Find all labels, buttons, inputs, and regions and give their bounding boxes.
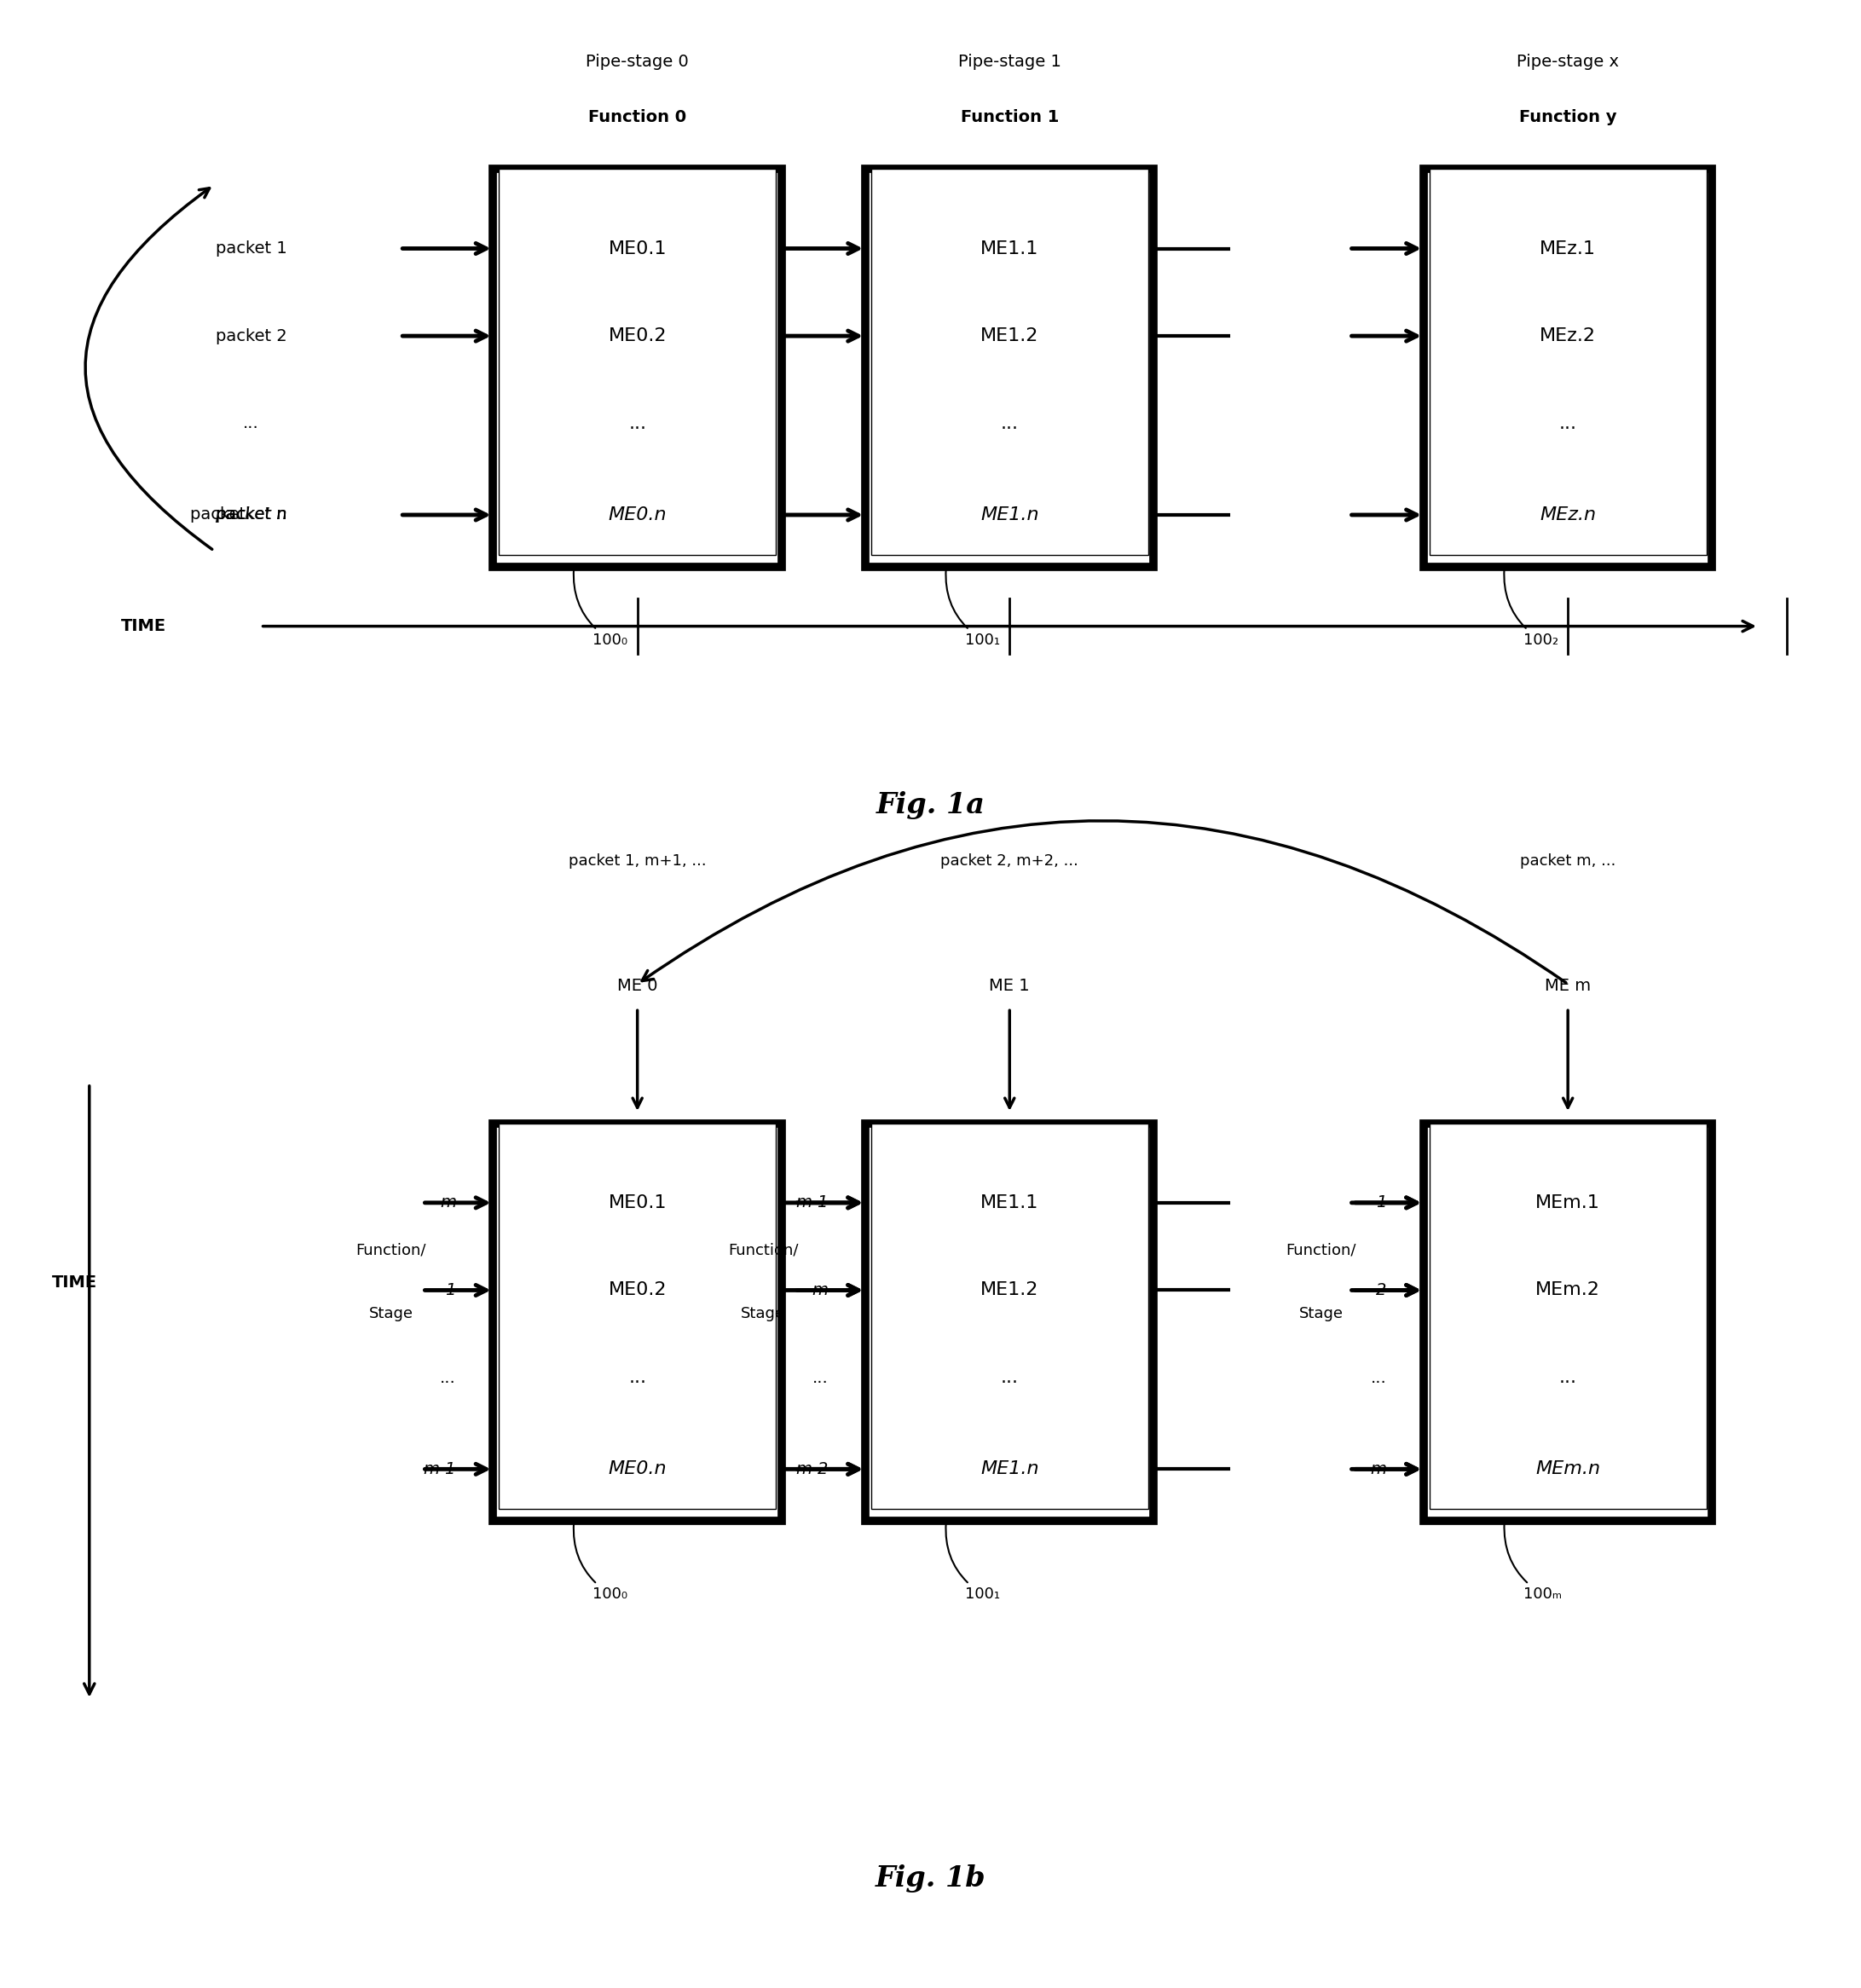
Text: ...: ... bbox=[244, 415, 259, 431]
Bar bbox=[499, 1123, 776, 1509]
Text: ME0.1: ME0.1 bbox=[609, 1195, 666, 1211]
Text: 100ₘ: 100ₘ bbox=[1504, 1523, 1561, 1602]
Bar bbox=[871, 169, 1148, 555]
Text: ...: ... bbox=[1001, 1370, 1018, 1386]
Text: packet n: packet n bbox=[216, 507, 287, 523]
Text: MEz.2: MEz.2 bbox=[1539, 328, 1597, 344]
Text: packet: packet bbox=[190, 507, 251, 523]
Text: MEm.1: MEm.1 bbox=[1535, 1195, 1600, 1211]
Text: packet m, ...: packet m, ... bbox=[1520, 853, 1615, 869]
Text: packet 1, m+1, ...: packet 1, m+1, ... bbox=[568, 853, 707, 869]
Bar bbox=[499, 169, 776, 555]
Text: 100₁: 100₁ bbox=[945, 569, 999, 648]
Bar bbox=[865, 1123, 1154, 1521]
Text: TIME: TIME bbox=[121, 618, 166, 634]
Bar bbox=[493, 169, 782, 567]
Bar bbox=[1424, 169, 1712, 567]
Text: Stage: Stage bbox=[741, 1306, 785, 1322]
Text: ME1.1: ME1.1 bbox=[981, 1195, 1038, 1211]
Text: MEm.n: MEm.n bbox=[1535, 1461, 1600, 1477]
Text: 1: 1 bbox=[1375, 1195, 1386, 1211]
Bar bbox=[871, 1123, 1148, 1509]
Text: MEz.n: MEz.n bbox=[1539, 507, 1597, 523]
Text: ...: ... bbox=[1560, 415, 1576, 431]
Text: Function 1: Function 1 bbox=[960, 109, 1059, 125]
Text: m-1: m-1 bbox=[422, 1461, 456, 1477]
Text: ...: ... bbox=[811, 1370, 828, 1386]
Text: ...: ... bbox=[439, 1370, 456, 1386]
Text: 2: 2 bbox=[1375, 1282, 1386, 1298]
Text: Function/: Function/ bbox=[355, 1242, 426, 1258]
Text: ME0.2: ME0.2 bbox=[609, 1282, 666, 1298]
Text: Pipe-stage 1: Pipe-stage 1 bbox=[958, 54, 1061, 70]
Text: Pipe-stage 0: Pipe-stage 0 bbox=[586, 54, 689, 70]
Text: Function 0: Function 0 bbox=[588, 109, 687, 125]
Text: Fig. 1b: Fig. 1b bbox=[875, 1865, 986, 1893]
Text: MEz.1: MEz.1 bbox=[1539, 241, 1597, 256]
Text: ...: ... bbox=[1001, 415, 1018, 431]
Text: MEm.2: MEm.2 bbox=[1535, 1282, 1600, 1298]
Text: Function/: Function/ bbox=[728, 1242, 798, 1258]
Text: packet 2, m+2, ...: packet 2, m+2, ... bbox=[940, 853, 1079, 869]
Text: ME0.n: ME0.n bbox=[609, 1461, 666, 1477]
Text: 1: 1 bbox=[445, 1282, 456, 1298]
Bar bbox=[1429, 169, 1707, 555]
Text: m: m bbox=[439, 1195, 456, 1211]
Text: Stage: Stage bbox=[1299, 1306, 1344, 1322]
Text: ...: ... bbox=[1370, 1370, 1386, 1386]
Text: ME m: ME m bbox=[1545, 978, 1591, 994]
Text: ...: ... bbox=[629, 415, 646, 431]
Bar bbox=[1424, 1123, 1712, 1521]
Text: ME1.1: ME1.1 bbox=[981, 241, 1038, 256]
Text: ME0.1: ME0.1 bbox=[609, 241, 666, 256]
Text: ME1.n: ME1.n bbox=[981, 1461, 1038, 1477]
Text: ME0.2: ME0.2 bbox=[609, 328, 666, 344]
Bar bbox=[1429, 1123, 1707, 1509]
Bar bbox=[865, 169, 1154, 567]
Text: Pipe-stage x: Pipe-stage x bbox=[1517, 54, 1619, 70]
Text: m-1: m-1 bbox=[795, 1195, 828, 1211]
Text: ME 0: ME 0 bbox=[618, 978, 657, 994]
Text: ME1.n: ME1.n bbox=[981, 507, 1038, 523]
Text: Function y: Function y bbox=[1519, 109, 1617, 125]
Text: m: m bbox=[811, 1282, 828, 1298]
Text: ...: ... bbox=[629, 1370, 646, 1386]
Text: ME0.n: ME0.n bbox=[609, 507, 666, 523]
Text: Function/: Function/ bbox=[1286, 1242, 1357, 1258]
Text: packet 1: packet 1 bbox=[216, 241, 287, 256]
Bar bbox=[493, 1123, 782, 1521]
Text: ME 1: ME 1 bbox=[990, 978, 1029, 994]
Text: ME1.2: ME1.2 bbox=[981, 1282, 1038, 1298]
Text: packet n: packet n bbox=[216, 507, 287, 523]
Text: Fig. 1a: Fig. 1a bbox=[877, 791, 984, 819]
Text: ...: ... bbox=[1560, 1370, 1576, 1386]
Text: 100₀: 100₀ bbox=[573, 569, 627, 648]
Text: 100₂: 100₂ bbox=[1504, 569, 1558, 648]
Text: packet 2: packet 2 bbox=[216, 328, 287, 344]
Text: m-2: m-2 bbox=[795, 1461, 828, 1477]
Text: Stage: Stage bbox=[368, 1306, 413, 1322]
Text: 100₀: 100₀ bbox=[573, 1523, 627, 1602]
Text: TIME: TIME bbox=[52, 1274, 97, 1290]
Text: 100₁: 100₁ bbox=[945, 1523, 999, 1602]
Text: ME1.2: ME1.2 bbox=[981, 328, 1038, 344]
Text: m: m bbox=[1370, 1461, 1386, 1477]
